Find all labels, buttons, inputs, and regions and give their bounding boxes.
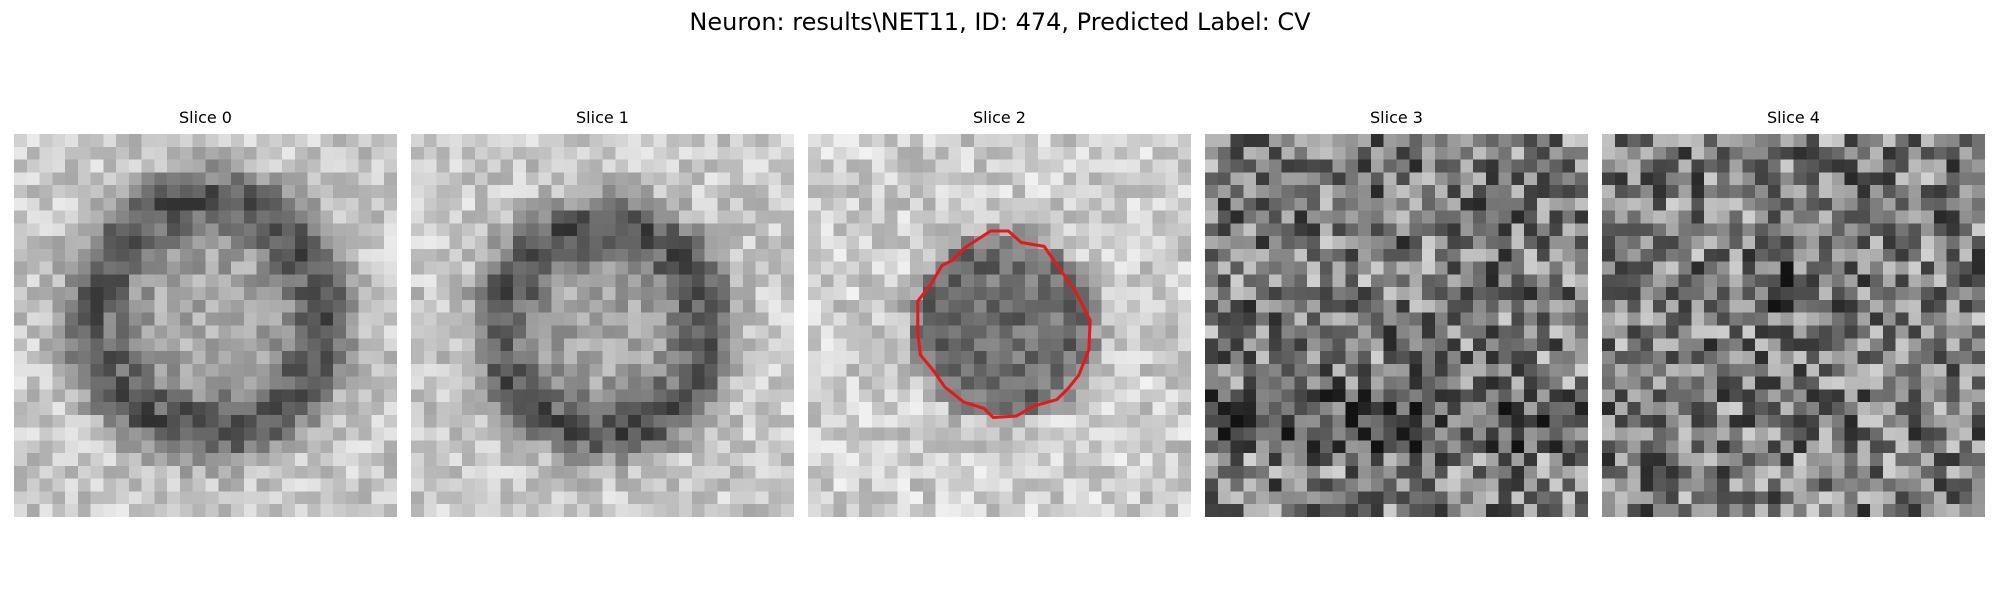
- slice-panel-0: Slice 0: [14, 108, 397, 517]
- slice-image: [411, 134, 794, 517]
- slice-title: Slice 4: [1767, 108, 1820, 127]
- slice-panel-2: Slice 2: [808, 108, 1191, 517]
- slice-panel-1: Slice 1: [411, 108, 794, 517]
- slice-title: Slice 0: [179, 108, 232, 127]
- slice-title: Slice 2: [973, 108, 1026, 127]
- slice-title: Slice 1: [576, 108, 629, 127]
- slice-image: [14, 134, 397, 517]
- figure-title: Neuron: results\NET11, ID: 474, Predicte…: [689, 8, 1311, 36]
- slice-title: Slice 3: [1370, 108, 1423, 127]
- slice-panel-3: Slice 3: [1205, 108, 1588, 517]
- slice-image: [808, 134, 1191, 517]
- slice-panel-4: Slice 4: [1602, 108, 1985, 517]
- slice-image: [1205, 134, 1588, 517]
- slice-image: [1602, 134, 1985, 517]
